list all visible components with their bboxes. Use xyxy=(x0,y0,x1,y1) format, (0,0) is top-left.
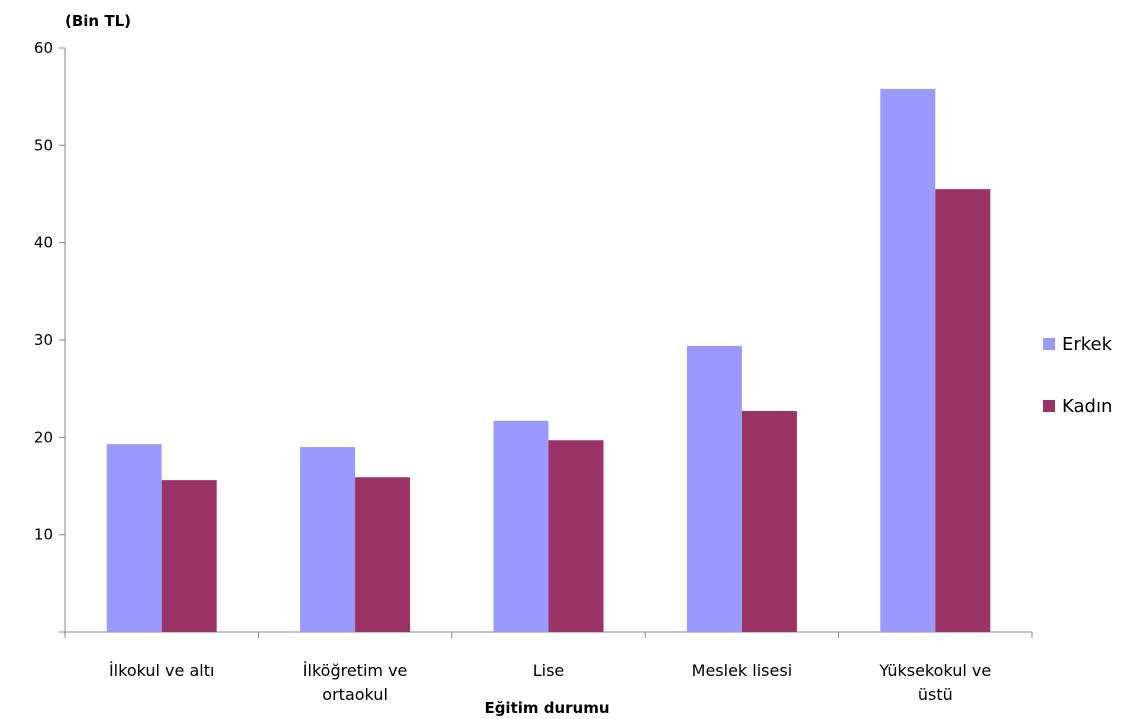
x-category-line: Yüksekokul ve xyxy=(878,661,991,680)
bar-erkek-3 xyxy=(686,345,742,632)
legend: Erkek Kadın xyxy=(1043,334,1113,417)
y-tick-label: 50 xyxy=(34,136,53,154)
x-category-line: İlkokul ve altı xyxy=(109,661,214,680)
y-tick-label: 40 xyxy=(34,234,53,252)
y-tick-label: 30 xyxy=(34,331,53,349)
y-unit-label: (Bin TL) xyxy=(65,12,131,30)
bar-kadın-4 xyxy=(935,189,991,632)
y-tick-label: 10 xyxy=(34,526,53,544)
bar-kadın-2 xyxy=(548,440,604,632)
x-category-label: Lise xyxy=(533,661,565,680)
legend-label-erkek: Erkek xyxy=(1062,334,1113,355)
x-category-label: İlkokul ve altı xyxy=(109,661,214,680)
y-tick-label: 20 xyxy=(34,428,53,446)
bar-erkek-1 xyxy=(300,447,356,632)
bar-erkek-4 xyxy=(880,88,936,632)
x-axis-title: Eğitim durumu xyxy=(484,699,609,717)
x-category-line: Meslek lisesi xyxy=(692,661,792,680)
bar-kadın-1 xyxy=(355,477,411,632)
bars xyxy=(106,88,991,632)
bar-kadın-0 xyxy=(161,480,217,632)
legend-label-kadın: Kadın xyxy=(1062,396,1112,417)
x-category-label: Yüksekokul ve üstü xyxy=(878,661,991,704)
bar-erkek-2 xyxy=(493,420,549,632)
legend-swatch-erkek xyxy=(1043,338,1055,350)
y-tick-label: 60 xyxy=(34,39,53,57)
x-category-line: Lise xyxy=(533,661,565,680)
x-category-line: üstü xyxy=(918,685,953,704)
x-category-line: İlköğretim ve xyxy=(303,661,408,680)
x-category-label: İlköğretim ve ortaokul xyxy=(303,661,408,704)
x-category-label: Meslek lisesi xyxy=(692,661,792,680)
legend-swatch-kadın xyxy=(1043,400,1055,412)
y-axis-ticks: 10 20 30 40 50 60 xyxy=(34,39,65,633)
bar-kadın-3 xyxy=(741,411,797,632)
x-category-line: ortaokul xyxy=(322,685,388,704)
bar-erkek-0 xyxy=(106,444,162,632)
x-axis-categories: İlkokul ve altı İlköğretim ve ortaokul Lise… xyxy=(64,632,1033,704)
